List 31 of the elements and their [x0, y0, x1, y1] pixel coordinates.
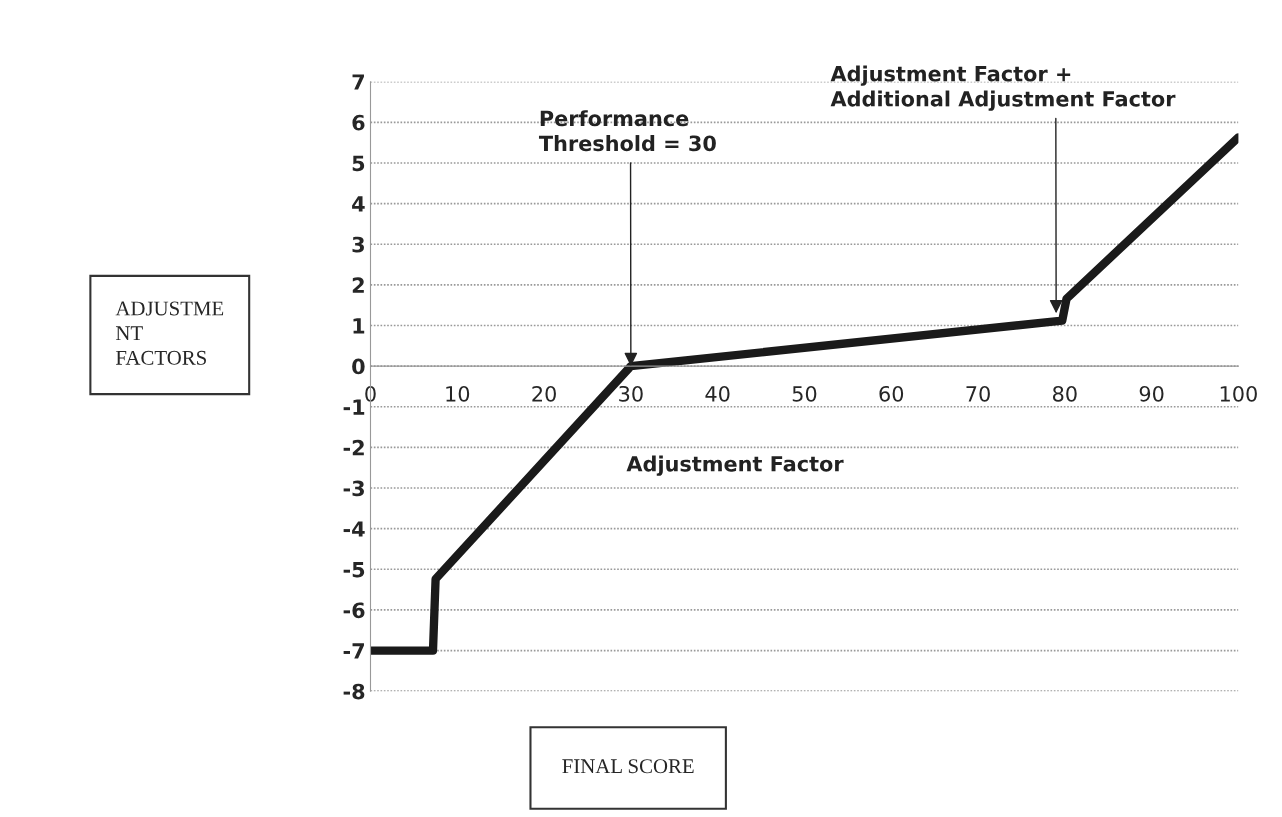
- y-tick-label: -2: [343, 439, 364, 456]
- y-tick-label: -6: [343, 602, 365, 619]
- y-tick-label: 1: [353, 318, 365, 334]
- y-tick-label: -8: [343, 683, 365, 700]
- y-tick-label: 0: [352, 358, 365, 375]
- y-tick-label: -1: [343, 399, 365, 415]
- y-tick-label: 3: [352, 236, 364, 253]
- y-tick-label: 2: [352, 277, 364, 293]
- x-tick-label: 90: [1139, 385, 1164, 402]
- y-tick-label: 6: [352, 114, 365, 131]
- x-tick-label: 20: [532, 385, 556, 402]
- x-tick-label: 10: [446, 385, 470, 402]
- x-tick-label: 30: [619, 385, 643, 402]
- x-tick-label: 40: [705, 385, 730, 402]
- y-tick-label: -4: [343, 521, 365, 537]
- x-axis-title: FINAL SCORE: [562, 759, 694, 774]
- text: ADJUSTME NT FACTORS: [115, 301, 224, 365]
- y-tick-label: 5: [352, 155, 365, 172]
- y-tick-label: -5: [343, 562, 365, 578]
- y-tick-label: -7: [343, 643, 364, 659]
- x-tick-label: 70: [966, 385, 990, 402]
- y-tick-label: -3: [343, 480, 364, 497]
- y-tick-label: 7: [352, 74, 364, 90]
- x-tick-label: 50: [792, 385, 817, 402]
- x-tick-label: 100: [1220, 385, 1257, 402]
- annotation: Performance Threshold = 30: [538, 110, 716, 152]
- x-tick-label: 60: [879, 385, 904, 402]
- y-tick-label: 4: [352, 196, 365, 212]
- x-tick-label: 80: [1052, 385, 1077, 402]
- annotation: Adjustment Factor + Additional Adjustment Factor: [830, 65, 1176, 111]
- annotation: Adjustment Factor: [626, 455, 844, 476]
